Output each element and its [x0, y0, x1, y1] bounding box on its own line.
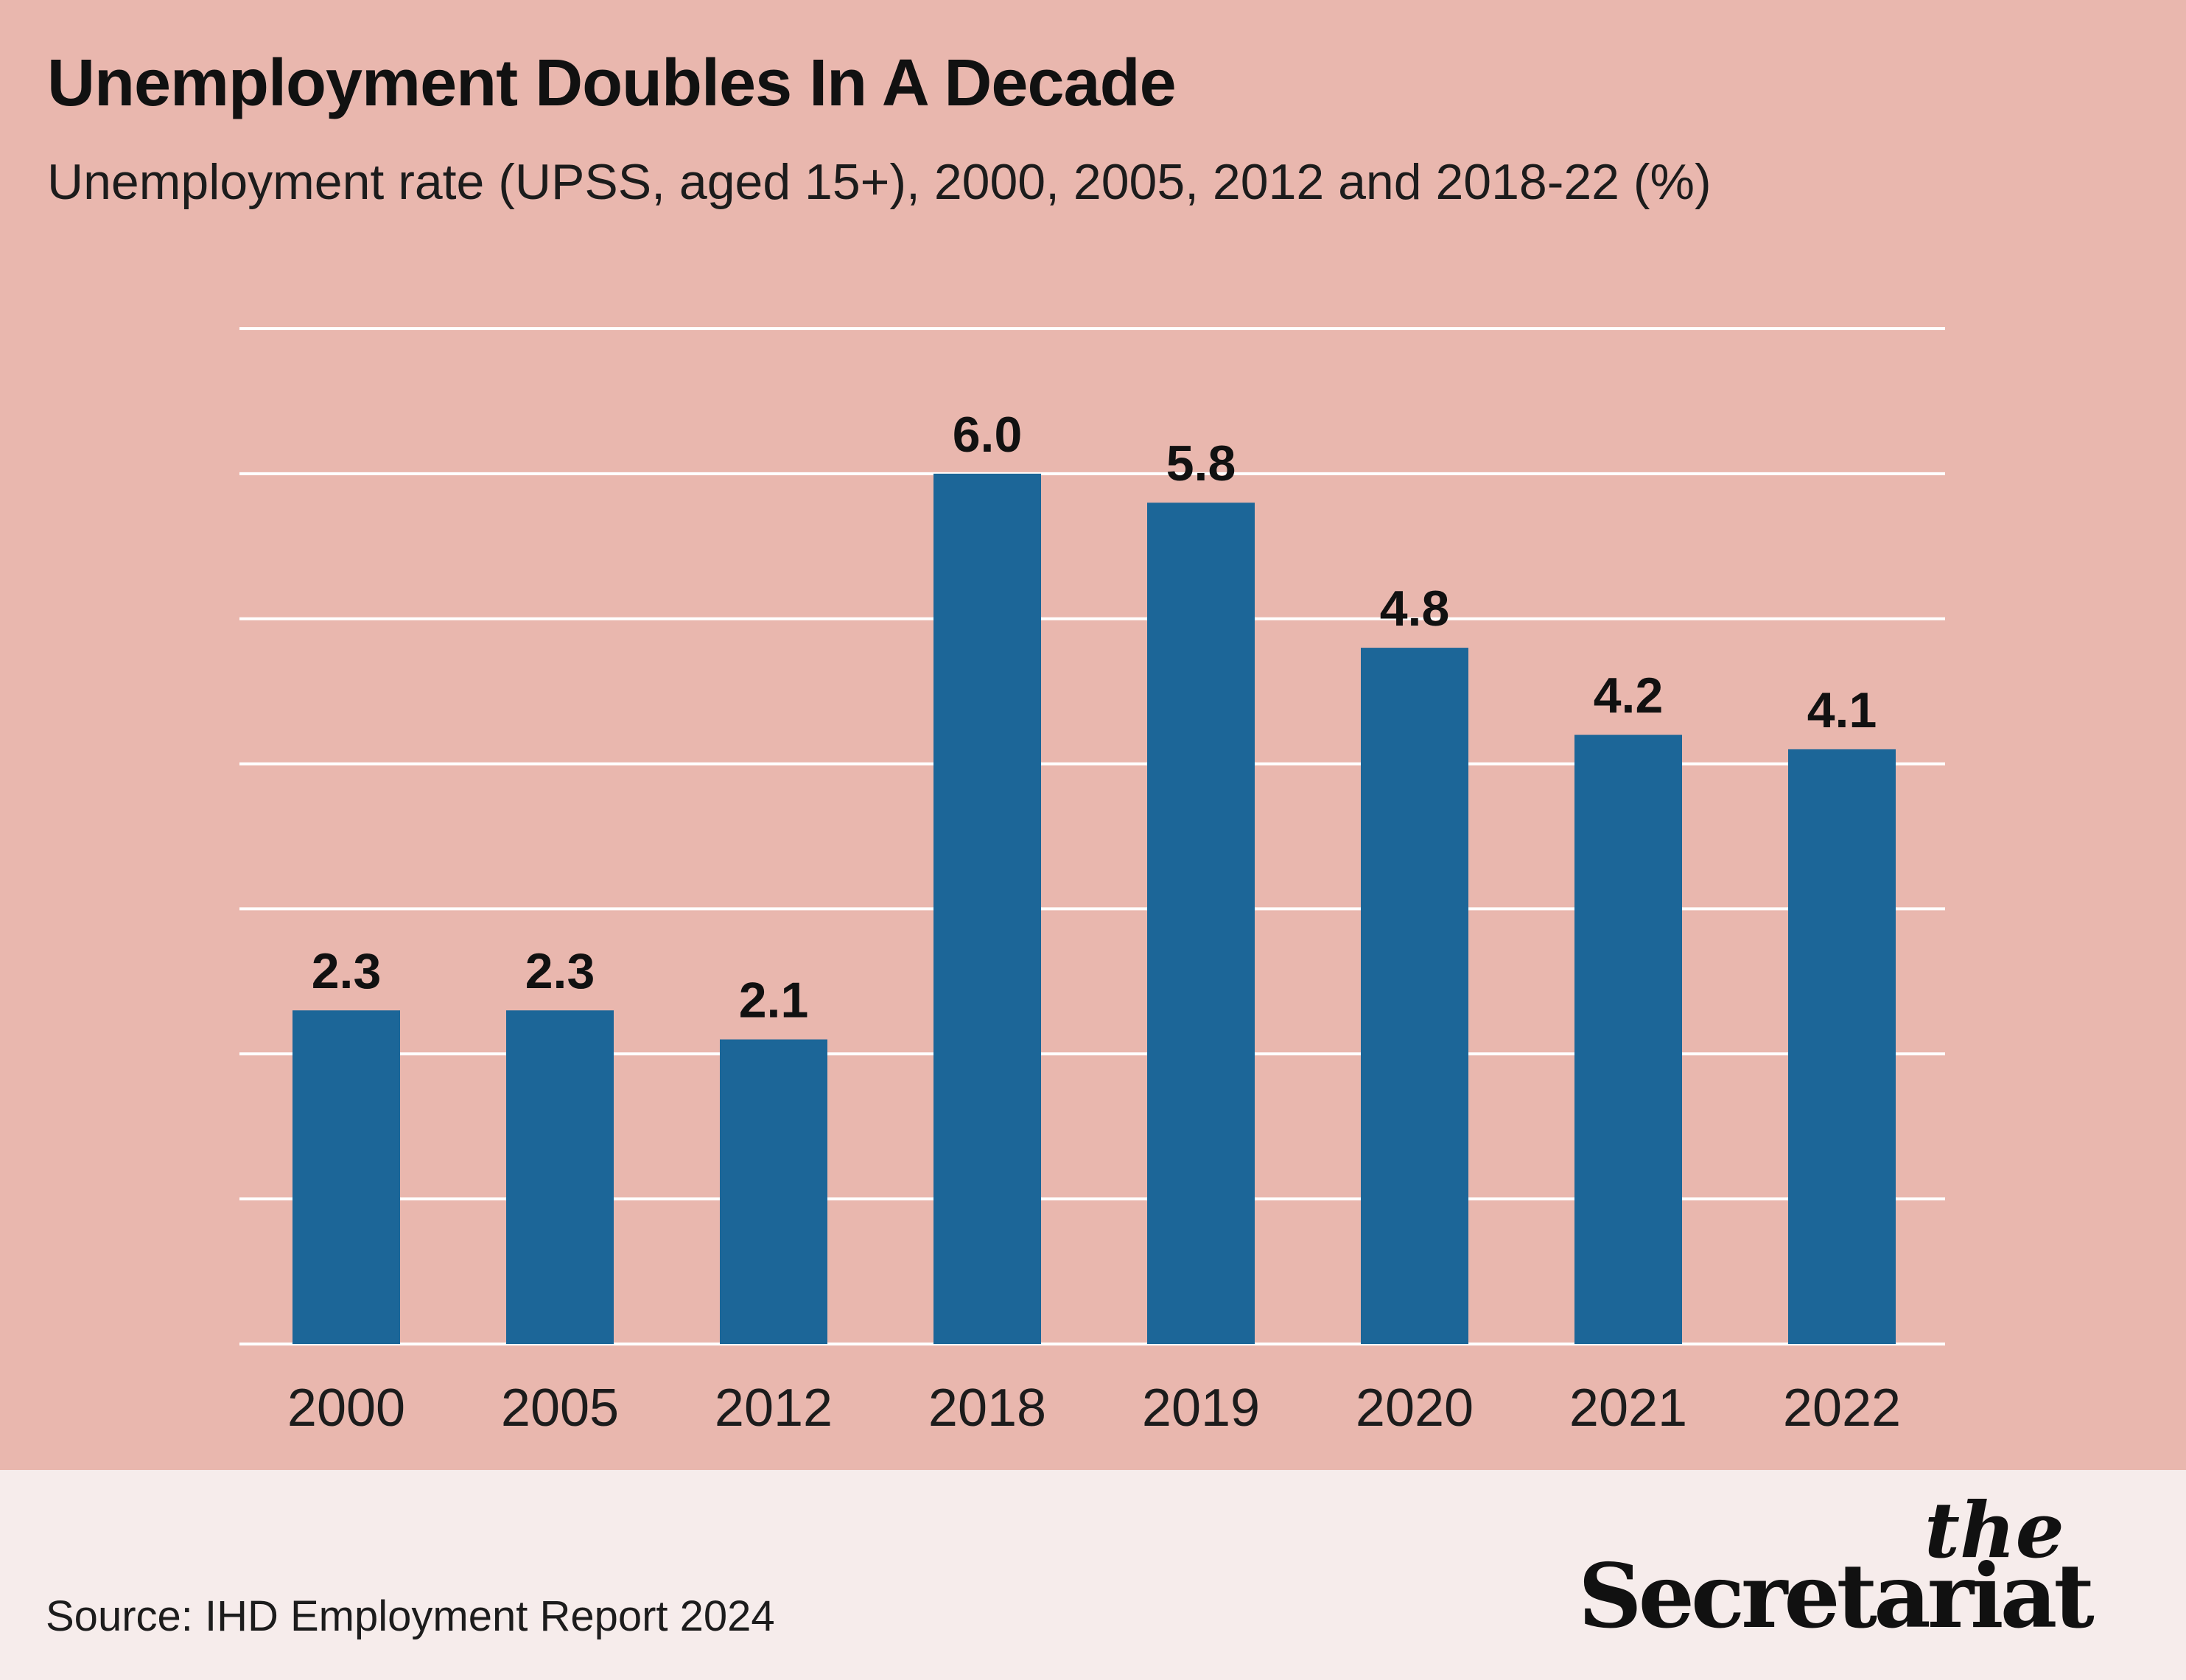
brand-logo-name: Secretariat: [1578, 1544, 2095, 1648]
x-axis-ticks: 2000 2005 2012 2018 2019 2020 2021 2022: [287, 1379, 1901, 1438]
gridlines: [239, 327, 1945, 1345]
bar-2018: [933, 473, 1041, 1344]
data-label-2020: 4.8: [1380, 581, 1450, 637]
x-tick-2012: 2012: [715, 1379, 833, 1438]
x-tick-2022: 2022: [1783, 1379, 1901, 1438]
bar-2005: [506, 1010, 614, 1344]
x-tick-2000: 2000: [287, 1379, 405, 1438]
data-label-2018: 6.0: [953, 407, 1023, 463]
x-tick-2021: 2021: [1569, 1379, 1687, 1438]
x-tick-2019: 2019: [1142, 1379, 1260, 1438]
bar-2021: [1574, 735, 1682, 1344]
bars: [292, 473, 1896, 1345]
bar-2019: [1147, 503, 1255, 1345]
data-label-2012: 2.1: [739, 973, 809, 1029]
footer: Source: IHD Employment Report 2024 the S…: [0, 1470, 2186, 1680]
x-tick-2018: 2018: [928, 1379, 1046, 1438]
bar-2000: [292, 1010, 400, 1344]
bar-2022: [1788, 749, 1896, 1344]
chart-subtitle: Unemployment rate (UPSS, aged 15+), 2000…: [47, 154, 1712, 210]
bar-chart: 2.3 2.3 2.1 6.0 5.8 4.8 4.2 4.1 2000 2005 2012 201…: [239, 327, 1945, 1438]
data-label-2021: 4.2: [1594, 668, 1664, 724]
data-label-2005: 2.3: [525, 943, 595, 999]
x-tick-2020: 2020: [1356, 1379, 1474, 1438]
brand-logo-the: the: [1924, 1485, 2064, 1575]
data-label-2019: 5.8: [1166, 435, 1236, 491]
chart-title: Unemployment Doubles In A Decade: [47, 46, 1177, 120]
data-labels: 2.3 2.3 2.1 6.0 5.8 4.8 4.2 4.1: [312, 407, 1877, 1029]
data-label-2000: 2.3: [312, 943, 382, 999]
source-note: Source: IHD Employment Report 2024: [46, 1592, 775, 1640]
bar-2020: [1361, 648, 1468, 1344]
bar-2012: [720, 1039, 827, 1344]
x-tick-2005: 2005: [501, 1379, 619, 1438]
data-label-2022: 4.1: [1807, 682, 1877, 738]
